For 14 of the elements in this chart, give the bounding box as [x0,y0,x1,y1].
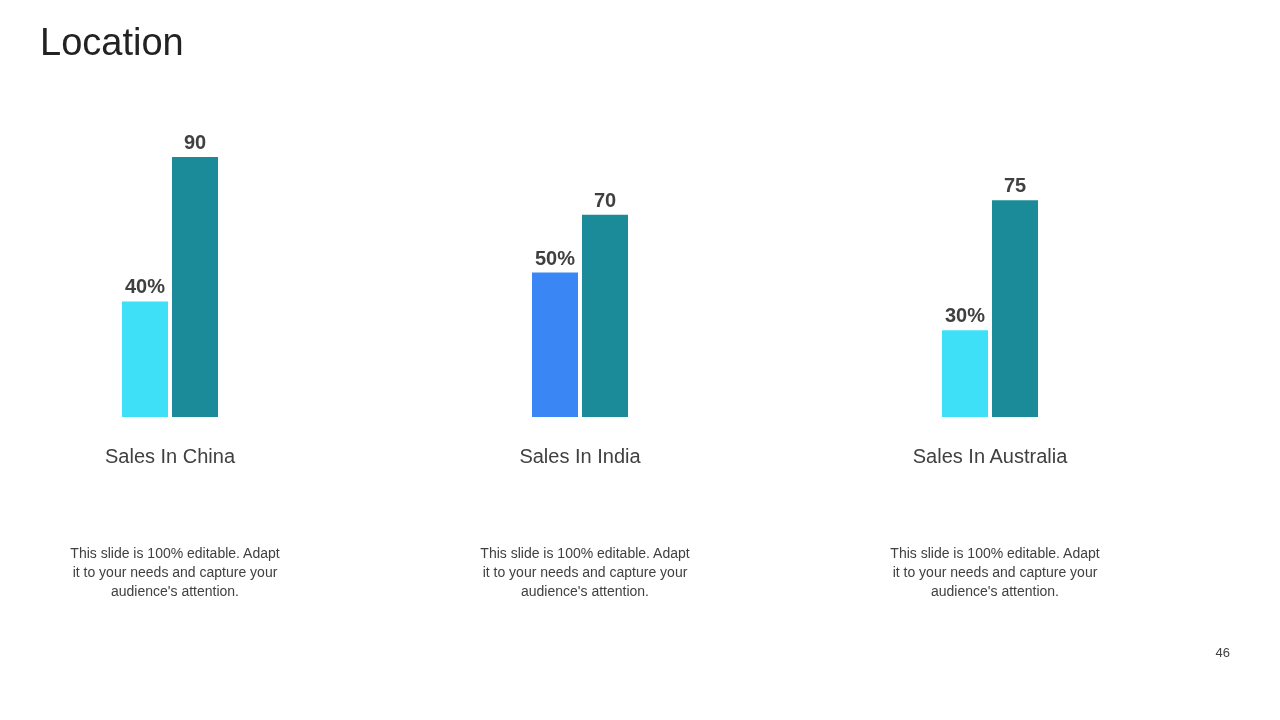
data-label: 30% [944,304,986,327]
chart-title: Location [40,21,184,63]
text: This slide is 100% editable. Adapt it to your needs and capture your audience's attention. [480,545,690,599]
data-label: 90 [183,131,207,153]
text: Sales In China [104,445,236,467]
text: This slide is 100% editable. Adapt it to your needs and capture your audience's attention. [890,545,1100,599]
data-label: 70 [593,188,617,211]
data-label: 40% [124,275,166,298]
text: Sales In India [519,445,642,467]
text: Sales In Australia [912,445,1069,467]
text: This slide is 100% editable. Adapt it to your needs and capture your audience's attention. [70,545,280,599]
data-label: 50% [534,246,576,269]
data-label: 75 [1003,174,1027,197]
text: 46 [1215,645,1230,660]
